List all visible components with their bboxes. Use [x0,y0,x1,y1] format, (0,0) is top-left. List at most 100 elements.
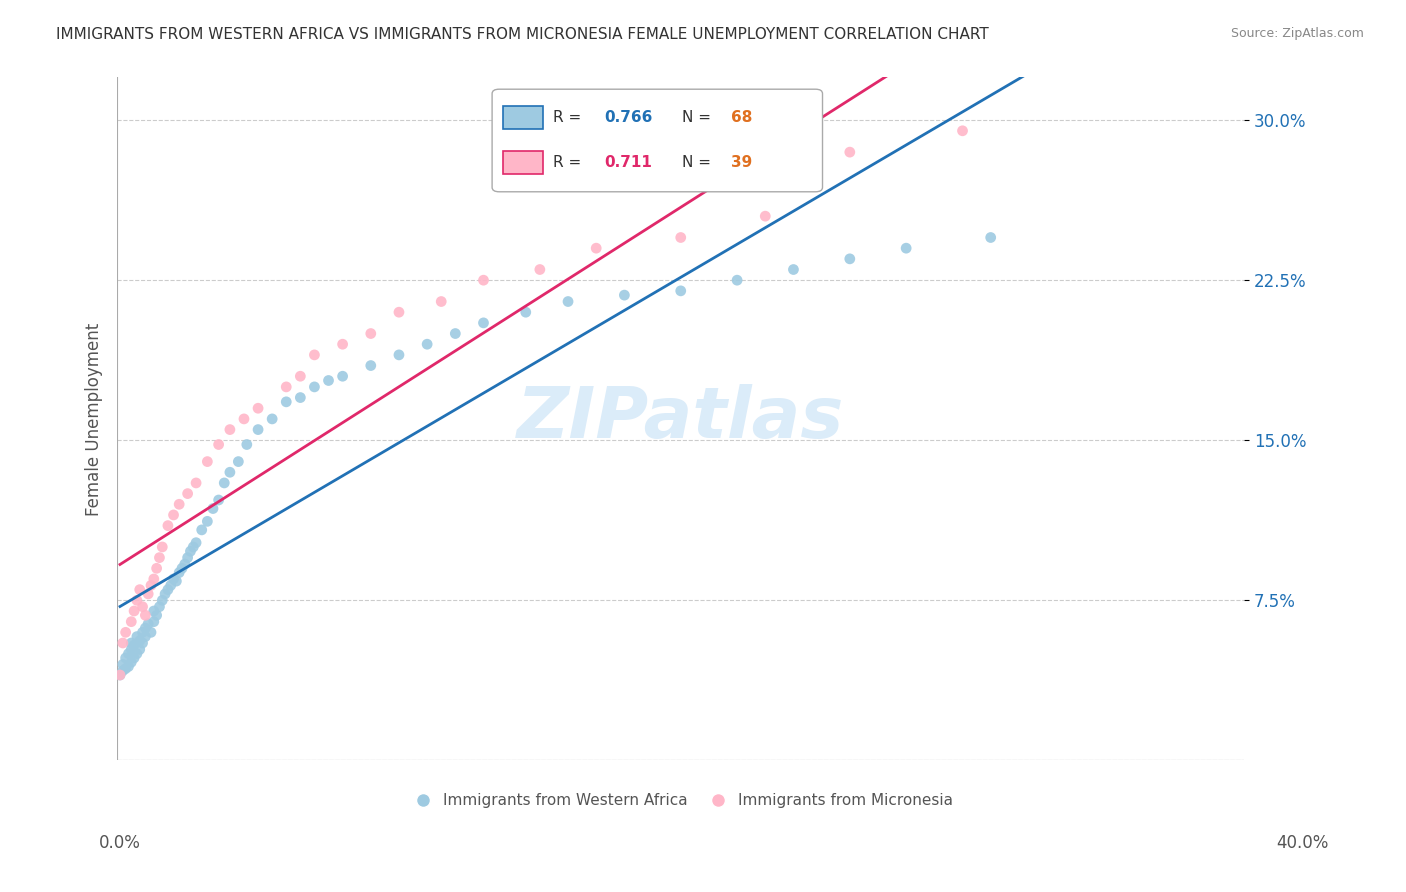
Text: 39: 39 [731,155,752,169]
Point [114,662,136,676]
Point [170,561,193,575]
Point [167,497,190,511]
Point [122,604,145,618]
Point [111,657,134,672]
Point [388,305,411,319]
Point [201,501,224,516]
Point [156,518,179,533]
Point [162,572,184,586]
Point [195,454,218,468]
Point [190,523,212,537]
Point [318,374,340,388]
Point [128,642,150,657]
Text: 0.766: 0.766 [605,111,652,125]
Point [613,288,636,302]
Point [167,566,190,580]
Point [219,423,242,437]
Point [980,230,1002,244]
Point [838,145,860,160]
Point [515,305,537,319]
Point [894,241,917,255]
Point [134,621,156,635]
Point [131,599,153,614]
Point [145,561,167,575]
Point [304,348,326,362]
Point [111,636,134,650]
Point [142,604,165,618]
Text: N =: N = [682,111,711,125]
Point [179,544,201,558]
Point [156,582,179,597]
Point [838,252,860,266]
Point [150,540,173,554]
Point [207,493,229,508]
Point [125,630,148,644]
Text: 40.0%: 40.0% [1277,834,1329,852]
Point [444,326,467,341]
Text: 0.711: 0.711 [605,155,652,169]
Text: Source: ZipAtlas.com: Source: ZipAtlas.com [1230,27,1364,40]
Point [247,423,270,437]
Point [125,647,148,661]
Point [529,262,551,277]
Point [332,337,354,351]
Point [952,124,974,138]
Point [236,437,259,451]
Point [148,599,170,614]
Point [754,209,776,223]
Point [233,412,256,426]
Point [150,593,173,607]
Point [136,616,159,631]
Point [153,587,176,601]
Point [122,651,145,665]
Point [184,535,207,549]
Point [184,475,207,490]
Point [782,262,804,277]
Point [131,625,153,640]
Point [125,593,148,607]
Point [430,294,453,309]
Point [139,625,162,640]
Point [148,550,170,565]
Point [134,630,156,644]
Point [145,608,167,623]
Point [120,642,142,657]
Point [388,348,411,362]
Point [214,475,236,490]
Point [669,230,692,244]
Point [219,465,242,479]
Point [304,380,326,394]
Point [142,572,165,586]
Text: 0.0%: 0.0% [98,834,141,852]
Point [120,636,142,650]
Point [173,557,195,571]
Point [114,625,136,640]
Point [120,655,142,669]
Point [108,668,131,682]
Point [290,369,312,384]
Point [585,241,607,255]
Point [136,587,159,601]
Point [557,294,579,309]
Text: N =: N = [682,155,711,169]
Point [472,316,495,330]
Point [139,578,162,592]
Point [108,668,131,682]
Point [131,636,153,650]
Point [142,615,165,629]
Text: 68: 68 [731,111,752,125]
Point [117,659,139,673]
Point [195,514,218,528]
Point [181,540,204,554]
Point [159,578,181,592]
Point [228,454,250,468]
Point [134,608,156,623]
Point [176,486,198,500]
Point [128,582,150,597]
Point [276,394,298,409]
Point [725,273,748,287]
Point [276,380,298,394]
Point [332,369,354,384]
Point [290,391,312,405]
Text: R =: R = [553,111,581,125]
